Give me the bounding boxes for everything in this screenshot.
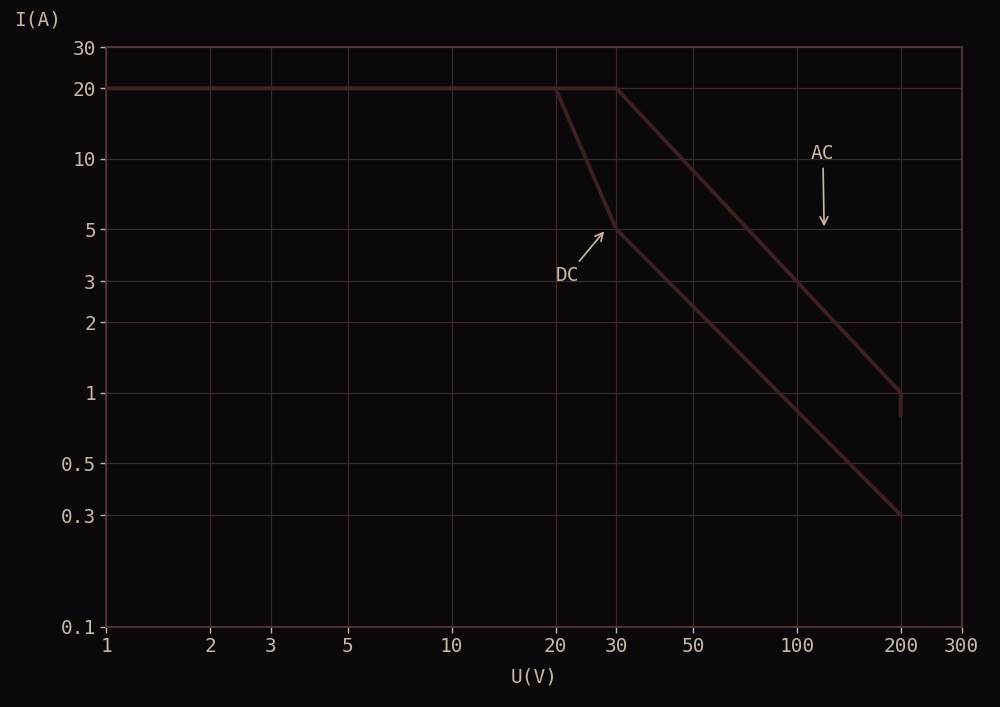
Text: DC: DC bbox=[556, 233, 603, 285]
Text: AC: AC bbox=[811, 144, 835, 225]
Y-axis label: I(A): I(A) bbox=[14, 11, 61, 30]
X-axis label: U(V): U(V) bbox=[510, 667, 557, 686]
